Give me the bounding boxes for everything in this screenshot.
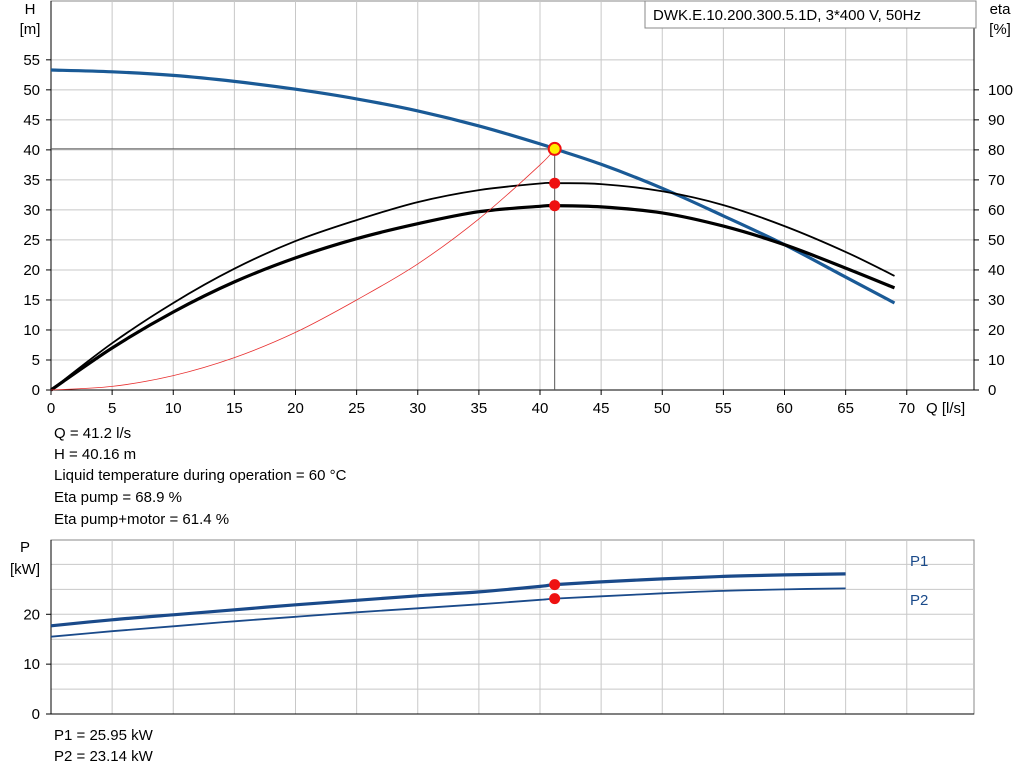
y-tick-label: 5: [32, 352, 40, 369]
curve-p2: [50, 587, 846, 638]
curve-eta-pump-motor: [50, 203, 896, 392]
x-tick-label: 5: [108, 400, 116, 417]
eta-pump-marker: [549, 177, 561, 189]
head-efficiency-chart: 0 5 10 15 20 25 30 35 40 45 50 55 60 65 70 0 5 10 15 20 25 30…: [20, 0, 1013, 417]
power-chart: 0 10 20 P [kW] P1 P2: [10, 539, 975, 723]
info-eta-pump-motor: Eta pump+motor = 61.4 %: [54, 511, 230, 528]
x-tick-label: 65: [837, 400, 854, 417]
x-tick-label: 60: [776, 400, 793, 417]
y2-tick-label: 20: [988, 322, 1005, 339]
p2-marker: [549, 593, 561, 605]
series-label-p1: P1: [910, 553, 928, 570]
eta-pump-motor-marker: [549, 200, 561, 212]
x-tick-label: 20: [287, 400, 304, 417]
y-tick-label: 15: [23, 292, 40, 309]
x-tick-label: 30: [409, 400, 426, 417]
y-tick-label: 40: [23, 142, 40, 159]
top-plot-frame: [50, 0, 975, 391]
curve-head: [50, 68, 896, 305]
power-y-axis-label: P: [20, 539, 30, 556]
y2-tick-label: 10: [988, 352, 1005, 369]
x-tick-label: 35: [471, 400, 488, 417]
info-liquid-temperature: Liquid temperature during operation = 60…: [54, 467, 347, 484]
y-axis-label: H: [25, 1, 36, 18]
duty-point-marker: [547, 141, 562, 156]
y2-tick-label: 30: [988, 292, 1005, 309]
model-label: DWK.E.10.200.300.5.1D, 3*400 V, 50Hz: [653, 7, 921, 24]
x-tick-label: 50: [654, 400, 671, 417]
x-tick-label: 0: [47, 400, 55, 417]
power-y-axis-unit: [kW]: [10, 561, 40, 578]
x-tick-label: 25: [348, 400, 365, 417]
x-tick-label: 45: [593, 400, 610, 417]
y2-tick-label: 40: [988, 262, 1005, 279]
y-tick-label: 10: [23, 322, 40, 339]
y-tick-label: 30: [23, 202, 40, 219]
x-axis-label: Q [l/s]: [926, 400, 965, 417]
y-tick-label: 55: [23, 52, 40, 69]
y2-tick-label: 60: [988, 202, 1005, 219]
y2-tick-label: 0: [988, 382, 996, 399]
info-p2: P2 = 23.14 kW: [54, 748, 153, 765]
y2-tick-label: 70: [988, 172, 1005, 189]
y2-axis-unit: [%]: [989, 21, 1011, 38]
curve-p1: [50, 572, 846, 628]
y-tick-label: 50: [23, 82, 40, 99]
power-y-tick-label: 20: [23, 606, 40, 623]
y-tick-label: 0: [32, 382, 40, 399]
bottom-plot-frame: [50, 539, 975, 715]
y2-tick-label: 50: [988, 232, 1005, 249]
y-axis-unit: [m]: [20, 21, 41, 38]
y-tick-label: 45: [23, 112, 40, 129]
y2-tick-label: 90: [988, 112, 1005, 129]
y-tick-label: 35: [23, 172, 40, 189]
info-flow: Q = 41.2 l/s: [54, 425, 132, 442]
x-tick-label: 40: [532, 400, 549, 417]
y-tick-label: 20: [23, 262, 40, 279]
x-tick-label: 15: [226, 400, 243, 417]
model-label-box: DWK.E.10.200.300.5.1D, 3*400 V, 50Hz: [644, 0, 977, 29]
x-tick-label: 70: [898, 400, 915, 417]
power-y-tick-label: 10: [23, 656, 40, 673]
x-tick-label: 55: [715, 400, 732, 417]
curve-system: [50, 148, 555, 391]
p1-marker: [549, 579, 561, 591]
y2-tick-label: 100: [988, 82, 1013, 99]
y2-tick-label: 80: [988, 142, 1005, 159]
info-eta-pump: Eta pump = 68.9 %: [54, 489, 182, 506]
y-tick-label: 25: [23, 232, 40, 249]
power-y-tick-label: 0: [32, 706, 40, 723]
curve-eta-pump: [50, 181, 895, 391]
info-head: H = 40.16 m: [54, 446, 137, 463]
series-label-p2: P2: [910, 592, 928, 609]
x-tick-label: 10: [165, 400, 182, 417]
y2-axis-label: eta: [990, 1, 1012, 18]
info-p1: P1 = 25.95 kW: [54, 727, 153, 744]
